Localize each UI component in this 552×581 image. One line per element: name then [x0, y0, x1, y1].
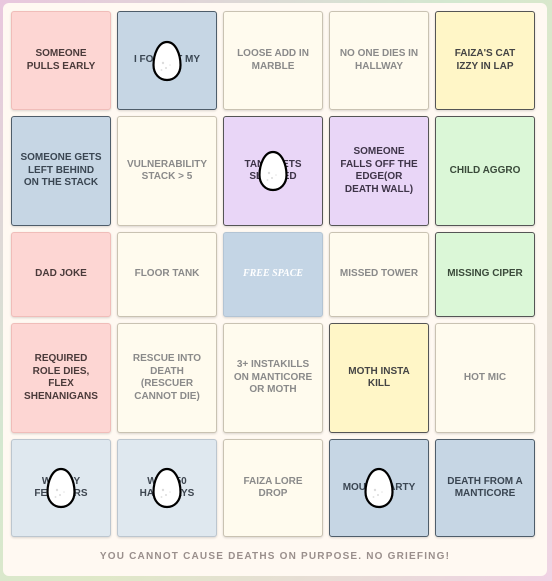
bingo-cell[interactable]: MISSING CIPER — [435, 232, 535, 317]
cell-label: SOMEONE GETS LEFT BEHIND ON THE STACK — [20, 152, 102, 189]
bingo-cell[interactable]: DEATH FROM A MANTICORE — [435, 439, 535, 537]
cell-label: MISSED TOWER — [339, 268, 419, 280]
bingo-grid: SOMEONE PULLS EARLY I FORGOT MY LOOSE AD… — [11, 11, 535, 537]
cell-label: WONKY FEATHERS — [34, 475, 88, 500]
cell-label: MOTH INSTA KILL — [348, 365, 410, 390]
cell-label: RESCUE INTO DEATH (RESCUER CANNOT DIE) — [132, 353, 202, 402]
cell-label: FAIZA'S CAT IZZY IN LAP — [454, 48, 516, 72]
bingo-cell[interactable]: TANK GETS SLAPPED — [223, 116, 323, 226]
cell-label: FREE SPACE — [242, 268, 304, 280]
cell-label: VULNERABILITY STACK > 5 — [127, 158, 207, 183]
cell-label: REQUIRED ROLE DIES, FLEX SHENANIGANS — [24, 353, 98, 402]
cell-label: NO ONE DIES IN HALLWAY — [339, 48, 419, 72]
cell-label: TANK GETS SLAPPED — [244, 158, 302, 183]
bingo-cell[interactable]: FAIZA'S CAT IZZY IN LAP — [435, 11, 535, 110]
bingo-cell[interactable]: I FORGOT MY — [117, 11, 217, 110]
bingo-cell[interactable]: WIPE 50 HALLWAYS — [117, 439, 217, 537]
cell-label: DAD JOKE — [35, 268, 87, 280]
cell-label: FAIZA LORE DROP — [243, 475, 303, 500]
bingo-cell[interactable]: MOUSE PARTY — [329, 439, 429, 537]
bingo-cell[interactable]: DAD JOKE — [11, 232, 111, 317]
bingo-cell[interactable]: WONKY FEATHERS — [11, 439, 111, 537]
cell-label: DEATH FROM A MANTICORE — [447, 475, 523, 500]
bingo-cell[interactable]: HOT MIC — [435, 323, 535, 433]
bingo-cell[interactable]: 3+ INSTAKILLS ON MANTICORE OR MOTH — [223, 323, 323, 433]
free-space-cell[interactable]: FREE SPACE — [223, 232, 323, 317]
bingo-cell[interactable]: LOOSE ADD IN MARBLE — [223, 11, 323, 110]
cell-label: LOOSE ADD IN MARBLE — [237, 48, 309, 72]
bingo-cell[interactable]: SOMEONE PULLS EARLY — [11, 11, 111, 110]
bingo-cell[interactable]: SOMEONE FALLS OFF THE EDGE(OR DEATH WALL… — [329, 116, 429, 226]
bingo-cell[interactable]: SOMEONE GETS LEFT BEHIND ON THE STACK — [11, 116, 111, 226]
cell-label: MISSING CIPER — [447, 268, 523, 280]
cell-label: CHILD AGGRO — [449, 164, 521, 176]
cell-label: MOUSE PARTY — [342, 481, 416, 493]
bingo-cell[interactable]: NO ONE DIES IN HALLWAY — [329, 11, 429, 110]
bingo-cell[interactable]: REQUIRED ROLE DIES, FLEX SHENANIGANS — [11, 323, 111, 433]
bingo-board: SOMEONE PULLS EARLY I FORGOT MY LOOSE AD… — [3, 3, 547, 576]
bingo-cell[interactable]: FAIZA LORE DROP — [223, 439, 323, 537]
cell-label: I FORGOT MY — [133, 54, 201, 66]
rules-footer: YOU CANNOT CAUSE DEATHS ON PURPOSE. NO G… — [99, 551, 451, 562]
bingo-cell[interactable]: MISSED TOWER — [329, 232, 429, 317]
bingo-cell[interactable]: FLOOR TANK — [117, 232, 217, 317]
cell-label: HOT MIC — [463, 371, 507, 383]
bingo-cell[interactable]: CHILD AGGRO — [435, 116, 535, 226]
cell-label: SOMEONE FALLS OFF THE EDGE(OR DEATH WALL… — [340, 146, 418, 195]
bingo-cell[interactable]: MOTH INSTA KILL — [329, 323, 429, 433]
cell-label: FLOOR TANK — [134, 268, 200, 280]
cell-label: 3+ INSTAKILLS ON MANTICORE OR MOTH — [233, 359, 313, 396]
cell-label: SOMEONE PULLS EARLY — [26, 48, 96, 72]
bingo-cell[interactable]: RESCUE INTO DEATH (RESCUER CANNOT DIE) — [117, 323, 217, 433]
bingo-cell[interactable]: VULNERABILITY STACK > 5 — [117, 116, 217, 226]
cell-label: WIPE 50 HALLWAYS — [139, 475, 195, 500]
